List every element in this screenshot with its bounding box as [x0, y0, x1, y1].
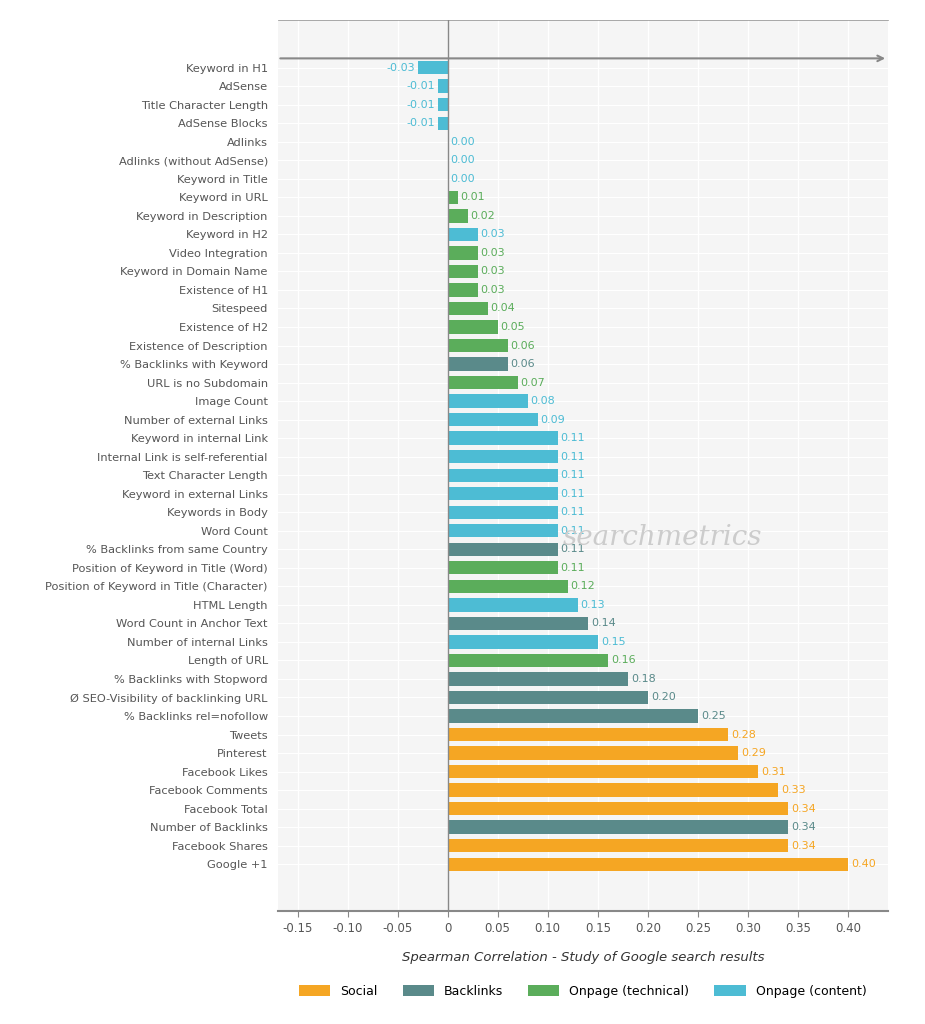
Text: 0.08: 0.08: [531, 396, 555, 407]
Text: 0.11: 0.11: [561, 470, 586, 480]
Bar: [448, 246, 477, 259]
Text: 0.18: 0.18: [631, 674, 656, 684]
Bar: [448, 616, 587, 630]
Text: 0.31: 0.31: [761, 767, 785, 776]
Text: 0.14: 0.14: [591, 618, 615, 629]
Text: 0.34: 0.34: [791, 822, 816, 833]
Text: 0.11: 0.11: [561, 488, 586, 499]
Text: 0.06: 0.06: [511, 341, 536, 350]
Bar: [448, 190, 458, 204]
Bar: [448, 783, 778, 797]
Bar: [448, 802, 788, 815]
Text: -0.01: -0.01: [406, 118, 435, 128]
Text: 0.06: 0.06: [511, 359, 536, 369]
Bar: [448, 746, 738, 760]
Bar: [448, 635, 598, 648]
Text: 0.34: 0.34: [791, 841, 816, 851]
Text: 0.28: 0.28: [731, 729, 756, 739]
Text: 0.00: 0.00: [450, 156, 475, 165]
Bar: [448, 691, 648, 705]
Text: -0.01: -0.01: [406, 81, 435, 91]
Text: 0.33: 0.33: [781, 785, 806, 795]
Text: 0.29: 0.29: [741, 749, 766, 758]
Text: 0.11: 0.11: [561, 452, 586, 462]
Text: 0.16: 0.16: [610, 655, 635, 666]
Text: 0.05: 0.05: [500, 322, 525, 332]
Bar: [448, 450, 558, 463]
Bar: [448, 673, 628, 686]
Text: 0.02: 0.02: [471, 211, 496, 221]
Bar: [448, 357, 508, 371]
Text: searchmetrics: searchmetrics: [562, 523, 762, 551]
Text: 0.34: 0.34: [791, 804, 816, 814]
Bar: [448, 302, 487, 315]
Text: 0.11: 0.11: [561, 545, 586, 554]
Bar: [448, 598, 578, 611]
Bar: [448, 394, 527, 408]
Bar: [448, 487, 558, 501]
Text: -0.01: -0.01: [406, 99, 435, 110]
Bar: [448, 820, 788, 834]
Text: 0.11: 0.11: [561, 433, 586, 443]
Text: 0.13: 0.13: [581, 600, 605, 610]
Bar: [448, 543, 558, 556]
Text: 0.00: 0.00: [450, 137, 475, 146]
Bar: [448, 376, 518, 389]
Bar: [417, 61, 448, 75]
Text: 0.11: 0.11: [561, 563, 586, 572]
Text: 0.03: 0.03: [481, 266, 505, 276]
Legend: Social, Backlinks, Onpage (technical), Onpage (content): Social, Backlinks, Onpage (technical), O…: [294, 980, 871, 1004]
Text: 0.07: 0.07: [521, 378, 546, 387]
Text: 0.03: 0.03: [481, 229, 505, 240]
Bar: [448, 506, 558, 519]
Bar: [448, 284, 477, 297]
Bar: [448, 209, 468, 222]
Text: 0.03: 0.03: [481, 285, 505, 295]
Text: 0.11: 0.11: [561, 525, 586, 536]
Bar: [448, 265, 477, 279]
Bar: [448, 469, 558, 482]
Bar: [448, 653, 608, 667]
Bar: [448, 413, 537, 426]
Bar: [448, 728, 728, 741]
Text: 0.25: 0.25: [701, 711, 725, 721]
Bar: [448, 339, 508, 352]
Bar: [448, 710, 697, 723]
Text: 0.09: 0.09: [541, 415, 565, 425]
Bar: [448, 227, 477, 241]
Text: 0.40: 0.40: [851, 859, 876, 869]
Bar: [438, 117, 448, 130]
Bar: [448, 321, 498, 334]
Text: 0.00: 0.00: [450, 174, 475, 183]
Bar: [448, 524, 558, 538]
Text: 0.20: 0.20: [651, 692, 675, 702]
Bar: [448, 580, 568, 593]
Text: 0.11: 0.11: [561, 507, 586, 517]
Bar: [438, 98, 448, 112]
Bar: [448, 765, 758, 778]
Bar: [448, 561, 558, 574]
Bar: [448, 839, 788, 852]
Text: -0.03: -0.03: [386, 62, 414, 73]
Text: 0.03: 0.03: [481, 248, 505, 258]
X-axis label: Spearman Correlation - Study of Google search results: Spearman Correlation - Study of Google s…: [401, 951, 764, 965]
Bar: [448, 857, 848, 870]
Bar: [448, 431, 558, 444]
Text: 0.12: 0.12: [571, 582, 596, 591]
Text: 0.04: 0.04: [490, 303, 515, 313]
Bar: [438, 80, 448, 93]
Text: 0.15: 0.15: [600, 637, 625, 647]
Text: 0.01: 0.01: [461, 193, 486, 203]
